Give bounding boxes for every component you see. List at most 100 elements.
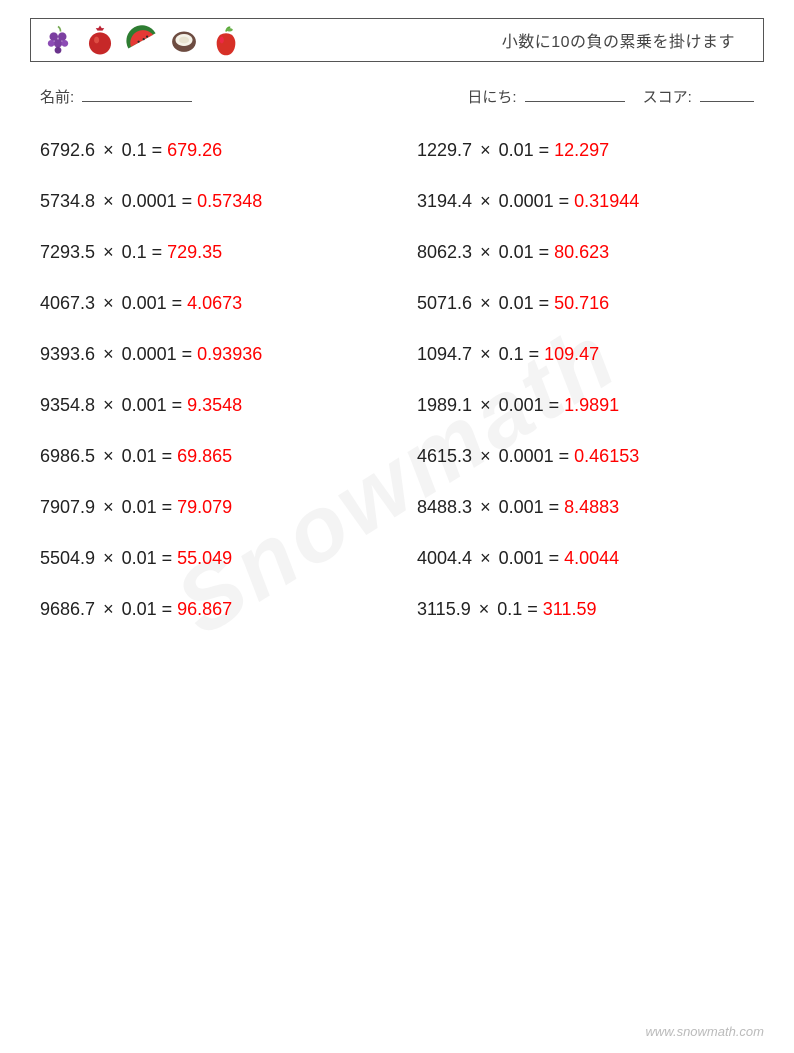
multiply-symbol: × xyxy=(95,395,122,415)
operand-a: 5504.9 xyxy=(40,548,95,568)
equals: = xyxy=(147,140,168,160)
answer: 4.0044 xyxy=(564,548,619,568)
operand-a: 3115.9 xyxy=(417,599,471,619)
equals: = xyxy=(544,395,565,415)
equals: = xyxy=(157,497,178,517)
equals: = xyxy=(534,140,555,160)
operand-b: 0.1 xyxy=(122,242,147,262)
operand-b: 0.0001 xyxy=(122,344,177,364)
operand-a: 1229.7 xyxy=(417,140,472,160)
problem-row: 9686.7 × 0.01 = 96.867 xyxy=(40,599,377,620)
problem-row: 4615.3 × 0.0001 = 0.46153 xyxy=(417,446,754,467)
problem-row: 4004.4 × 0.001 = 4.0044 xyxy=(417,548,754,569)
date-field: 日にち: xyxy=(467,86,624,107)
name-blank[interactable] xyxy=(82,86,192,102)
answer: 0.31944 xyxy=(574,191,639,211)
multiply-symbol: × xyxy=(472,293,499,313)
multiply-symbol: × xyxy=(95,191,122,211)
watermelon-icon xyxy=(125,23,159,57)
grapes-icon xyxy=(41,23,75,57)
operand-a: 7293.5 xyxy=(40,242,95,262)
problem-row: 8062.3 × 0.01 = 80.623 xyxy=(417,242,754,263)
name-field: 名前: xyxy=(40,86,192,107)
operand-b: 0.0001 xyxy=(122,191,177,211)
problem-row: 6986.5 × 0.01 = 69.865 xyxy=(40,446,377,467)
header-box: 小数に10の負の累乗を掛けます xyxy=(30,18,764,62)
equals: = xyxy=(167,293,188,313)
name-label: 名前: xyxy=(40,89,74,106)
answer: 109.47 xyxy=(544,344,599,364)
score-field: スコア: xyxy=(643,86,754,107)
operand-b: 0.01 xyxy=(122,548,157,568)
operand-b: 0.01 xyxy=(499,242,534,262)
operand-b: 0.01 xyxy=(122,599,157,619)
equals: = xyxy=(157,446,178,466)
equals: = xyxy=(544,497,565,517)
problem-row: 9393.6 × 0.0001 = 0.93936 xyxy=(40,344,377,365)
multiply-symbol: × xyxy=(472,191,499,211)
apple-icon xyxy=(209,23,243,57)
operand-a: 1989.1 xyxy=(417,395,472,415)
problem-row: 1989.1 × 0.001 = 1.9891 xyxy=(417,395,754,416)
date-blank[interactable] xyxy=(525,86,625,102)
equals: = xyxy=(177,344,198,364)
operand-b: 0.1 xyxy=(499,344,524,364)
operand-b: 0.001 xyxy=(499,497,544,517)
problems-grid: 6792.6 × 0.1 = 679.261229.7 × 0.01 = 12.… xyxy=(40,140,754,620)
equals: = xyxy=(534,293,555,313)
multiply-symbol: × xyxy=(95,446,122,466)
coconut-icon xyxy=(167,23,201,57)
equals: = xyxy=(522,599,543,619)
problem-row: 5734.8 × 0.0001 = 0.57348 xyxy=(40,191,377,212)
operand-a: 5071.6 xyxy=(417,293,472,313)
score-blank[interactable] xyxy=(700,86,754,102)
operand-b: 0.01 xyxy=(499,293,534,313)
equals: = xyxy=(177,191,198,211)
problem-row: 7293.5 × 0.1 = 729.35 xyxy=(40,242,377,263)
equals: = xyxy=(554,446,575,466)
problem-row: 3115.9 × 0.1 = 311.59 xyxy=(417,599,754,620)
operand-a: 9393.6 xyxy=(40,344,95,364)
operand-b: 0.001 xyxy=(122,395,167,415)
pomegranate-icon xyxy=(83,23,117,57)
operand-a: 3194.4 xyxy=(417,191,472,211)
answer: 12.297 xyxy=(554,140,609,160)
operand-a: 4004.4 xyxy=(417,548,472,568)
answer: 679.26 xyxy=(167,140,222,160)
answer: 0.93936 xyxy=(197,344,262,364)
answer: 8.4883 xyxy=(564,497,619,517)
answer: 50.716 xyxy=(554,293,609,313)
multiply-symbol: × xyxy=(95,344,122,364)
equals: = xyxy=(534,242,555,262)
answer: 9.3548 xyxy=(187,395,242,415)
multiply-symbol: × xyxy=(472,242,499,262)
problem-row: 7907.9 × 0.01 = 79.079 xyxy=(40,497,377,518)
operand-a: 8062.3 xyxy=(417,242,472,262)
date-label: 日にち: xyxy=(467,89,516,106)
answer: 1.9891 xyxy=(564,395,619,415)
operand-a: 1094.7 xyxy=(417,344,472,364)
operand-a: 6986.5 xyxy=(40,446,95,466)
answer: 311.59 xyxy=(543,599,597,619)
equals: = xyxy=(544,548,565,568)
operand-b: 0.001 xyxy=(122,293,167,313)
problem-row: 5071.6 × 0.01 = 50.716 xyxy=(417,293,754,314)
multiply-symbol: × xyxy=(472,446,499,466)
answer: 4.0673 xyxy=(187,293,242,313)
multiply-symbol: × xyxy=(95,599,122,619)
problem-row: 5504.9 × 0.01 = 55.049 xyxy=(40,548,377,569)
operand-b: 0.01 xyxy=(122,497,157,517)
multiply-symbol: × xyxy=(95,242,122,262)
problem-row: 3194.4 × 0.0001 = 0.31944 xyxy=(417,191,754,212)
multiply-symbol: × xyxy=(472,548,499,568)
problem-row: 9354.8 × 0.001 = 9.3548 xyxy=(40,395,377,416)
operand-b: 0.0001 xyxy=(499,446,554,466)
answer: 0.46153 xyxy=(574,446,639,466)
operand-b: 0.01 xyxy=(499,140,534,160)
footer-link: www.snowmath.com xyxy=(646,1024,764,1039)
operand-a: 8488.3 xyxy=(417,497,472,517)
operand-b: 0.0001 xyxy=(499,191,554,211)
worksheet-page: 小数に10の負の累乗を掛けます 名前: 日にち: スコア: Snowmath 6… xyxy=(0,0,794,1053)
answer: 96.867 xyxy=(177,599,232,619)
equals: = xyxy=(157,599,178,619)
